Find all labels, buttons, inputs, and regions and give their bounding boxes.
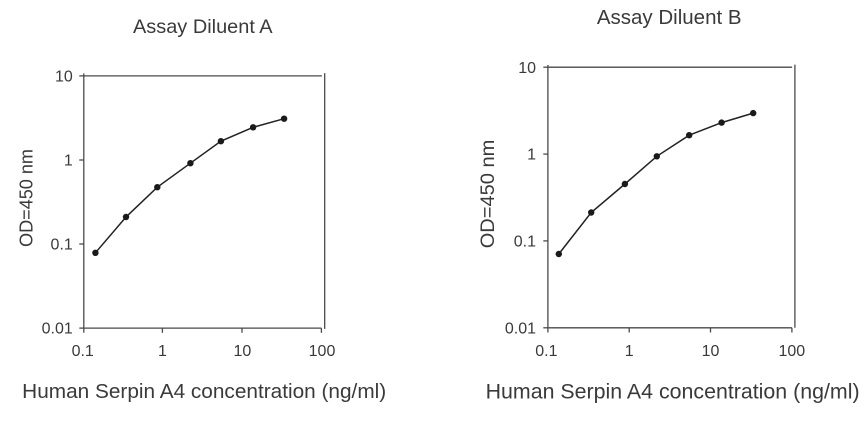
- svg-text:100: 100: [309, 343, 336, 360]
- svg-text:1: 1: [625, 343, 634, 360]
- svg-text:0.1: 0.1: [72, 343, 94, 360]
- svg-text:0.01: 0.01: [505, 320, 536, 337]
- svg-text:Human Serpin A4 concentration: Human Serpin A4 concentration (ng/ml): [486, 381, 860, 404]
- svg-text:10: 10: [518, 60, 536, 77]
- svg-text:1: 1: [64, 153, 73, 170]
- svg-text:10: 10: [702, 343, 720, 360]
- svg-text:0.1: 0.1: [514, 233, 536, 250]
- svg-text:10: 10: [55, 69, 73, 86]
- svg-text:0.1: 0.1: [535, 343, 557, 360]
- svg-text:100: 100: [778, 343, 805, 360]
- svg-text:OD=450 nm: OD=450 nm: [478, 140, 499, 249]
- svg-text:0.1: 0.1: [51, 237, 73, 254]
- svg-text:10: 10: [234, 343, 252, 360]
- svg-text:Assay Diluent B: Assay Diluent B: [597, 7, 742, 29]
- svg-text:Human Serpin A4 concentration: Human Serpin A4 concentration (ng/ml): [22, 381, 386, 403]
- svg-text:Assay Diluent A: Assay Diluent A: [133, 16, 273, 38]
- svg-text:1: 1: [527, 147, 536, 164]
- svg-text:1: 1: [158, 343, 167, 360]
- svg-text:0.01: 0.01: [42, 321, 73, 338]
- svg-text:OD=450 nm: OD=450 nm: [17, 149, 37, 247]
